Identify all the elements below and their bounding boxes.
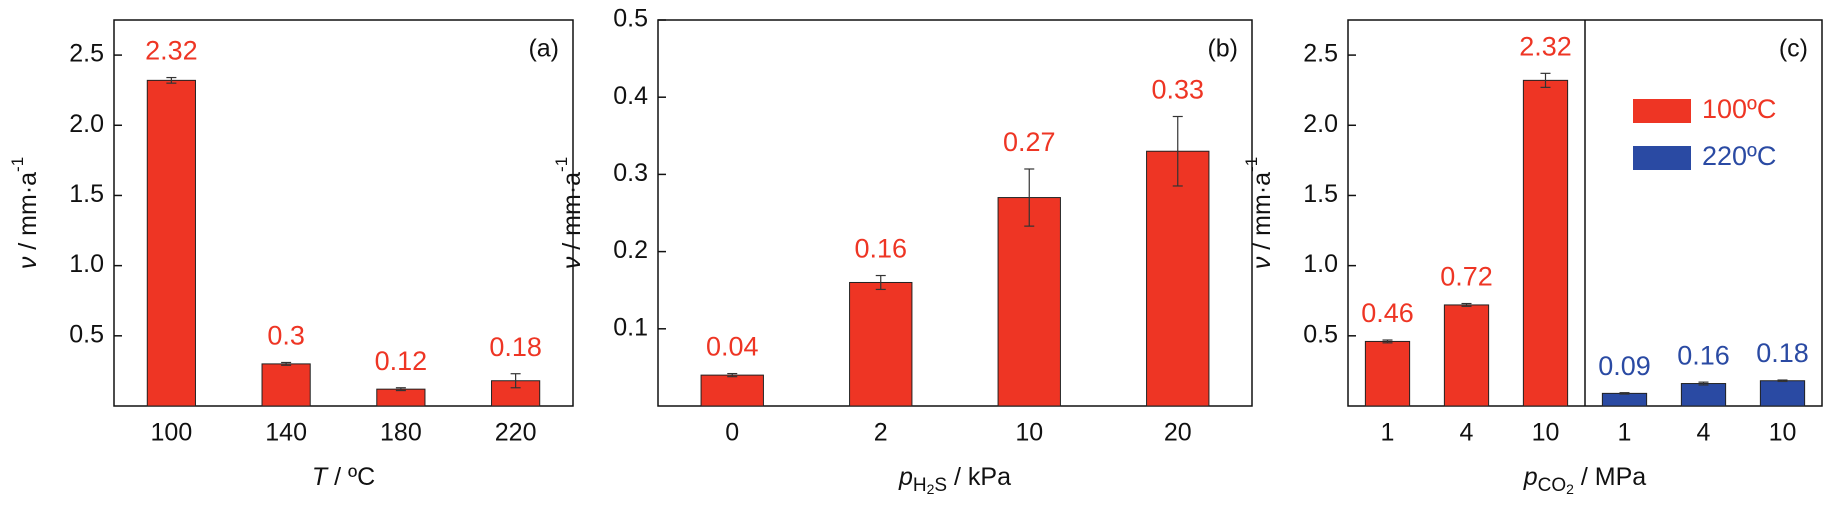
value-label: 0.18 [1756, 338, 1809, 368]
x-axis-label-part: p [1523, 463, 1538, 491]
x-axis-label: pCO2 / MPa [1523, 463, 1647, 497]
x-tick-label: 4 [1697, 419, 1711, 447]
x-tick-label: 4 [1460, 419, 1474, 447]
y-axis-label: ν / mm·a-1 [1242, 157, 1275, 269]
y-tick-label: 0.1 [613, 313, 648, 341]
x-tick-label: 10 [1532, 419, 1560, 447]
y-axis-label-part: / mm·a [558, 172, 586, 257]
bar [376, 388, 426, 407]
legend-swatch [1633, 99, 1691, 123]
x-tick-label: 10 [1769, 419, 1797, 447]
y-axis-label-part: -1 [552, 157, 571, 172]
y-axis-label-part: ν [1248, 256, 1276, 269]
x-tick-label: 0 [725, 419, 739, 447]
bar [1522, 79, 1569, 407]
panel-label: (a) [528, 35, 559, 63]
value-label: 0.3 [267, 321, 305, 351]
y-axis-label-part: / mm·a [14, 172, 42, 257]
value-label: 0.16 [854, 234, 907, 264]
value-label: 0.04 [706, 332, 759, 362]
x-tick-label: 10 [1015, 419, 1043, 447]
plot-frame [657, 19, 1253, 407]
y-tick-label: 2.5 [69, 40, 104, 68]
y-tick-label: 0.4 [613, 82, 648, 110]
value-label: 0.18 [489, 332, 542, 362]
value-label: 0.27 [1003, 127, 1056, 157]
y-tick-label: 0.5 [613, 5, 648, 33]
x-tick-label: 1 [1618, 419, 1632, 447]
bar [1680, 383, 1727, 407]
y-axis-label-part: -1 [8, 157, 27, 172]
bar [849, 281, 913, 407]
x-tick-label: 2 [874, 419, 888, 447]
bar [146, 79, 196, 407]
x-tick-label: 100 [151, 419, 193, 447]
value-label: 0.33 [1151, 75, 1204, 105]
value-label: 0.72 [1440, 262, 1493, 292]
x-axis-label-part: S [934, 475, 947, 496]
value-label: 2.32 [1519, 31, 1572, 61]
x-tick-label: 1 [1381, 419, 1395, 447]
y-tick-label: 0.3 [613, 159, 648, 187]
legend-label: 100ºC [1702, 94, 1776, 124]
panel-label: (b) [1207, 35, 1238, 63]
value-label: 2.32 [145, 36, 198, 66]
y-tick-label: 0.2 [613, 236, 648, 264]
y-tick-label: 1.5 [69, 180, 104, 208]
value-label: 0.16 [1677, 340, 1730, 370]
y-axis-label-part: / mm·a [1248, 172, 1276, 257]
x-axis-label-part: T [312, 463, 329, 491]
x-tick-label: 220 [495, 419, 537, 447]
x-axis-label-part: p [898, 463, 913, 491]
y-tick-label: 1.0 [69, 250, 104, 278]
y-tick-label: 2.0 [69, 110, 104, 138]
y-axis-label: ν / mm·a-1 [8, 157, 41, 269]
plot-frame [113, 19, 574, 407]
value-label: 0.09 [1598, 351, 1651, 381]
panel-label: (c) [1779, 35, 1808, 63]
x-axis-label: T / ºC [312, 463, 375, 491]
x-tick-label: 20 [1164, 419, 1192, 447]
x-axis-label-part: CO [1538, 475, 1567, 496]
y-tick-label: 0.5 [1303, 320, 1338, 348]
bar [997, 197, 1061, 407]
legend-swatch [1633, 146, 1691, 170]
x-axis-label-part: / kPa [947, 463, 1011, 491]
y-tick-label: 1.5 [1303, 180, 1338, 208]
bar [700, 374, 764, 407]
y-axis-label: ν / mm·a-1 [552, 157, 585, 269]
x-axis-label-part: / MPa [1574, 463, 1646, 491]
y-tick-label: 1.0 [1303, 250, 1338, 278]
value-label: 0.12 [375, 346, 428, 376]
x-axis-label-part: H [913, 475, 927, 496]
bar [261, 363, 311, 407]
x-tick-label: 180 [380, 419, 422, 447]
y-tick-label: 2.5 [1303, 40, 1338, 68]
y-tick-label: 2.0 [1303, 110, 1338, 138]
bar [1759, 380, 1806, 407]
x-tick-label: 140 [265, 419, 307, 447]
x-axis-label: pH2S / kPa [898, 463, 1011, 497]
y-axis-label-part: -1 [1242, 157, 1261, 172]
bar [1601, 392, 1648, 407]
y-axis-label-part: ν [14, 256, 42, 269]
x-axis-label-part: 2 [1566, 481, 1574, 497]
value-label: 0.46 [1361, 298, 1414, 328]
legend-label: 220ºC [1702, 141, 1776, 171]
y-axis-label-part: ν [558, 256, 586, 269]
y-tick-label: 0.5 [69, 320, 104, 348]
x-axis-label-part: / ºC [327, 463, 375, 491]
x-axis-label-part: 2 [927, 481, 935, 497]
bar [1364, 340, 1411, 407]
bar [1443, 304, 1490, 407]
bar [1146, 150, 1210, 407]
